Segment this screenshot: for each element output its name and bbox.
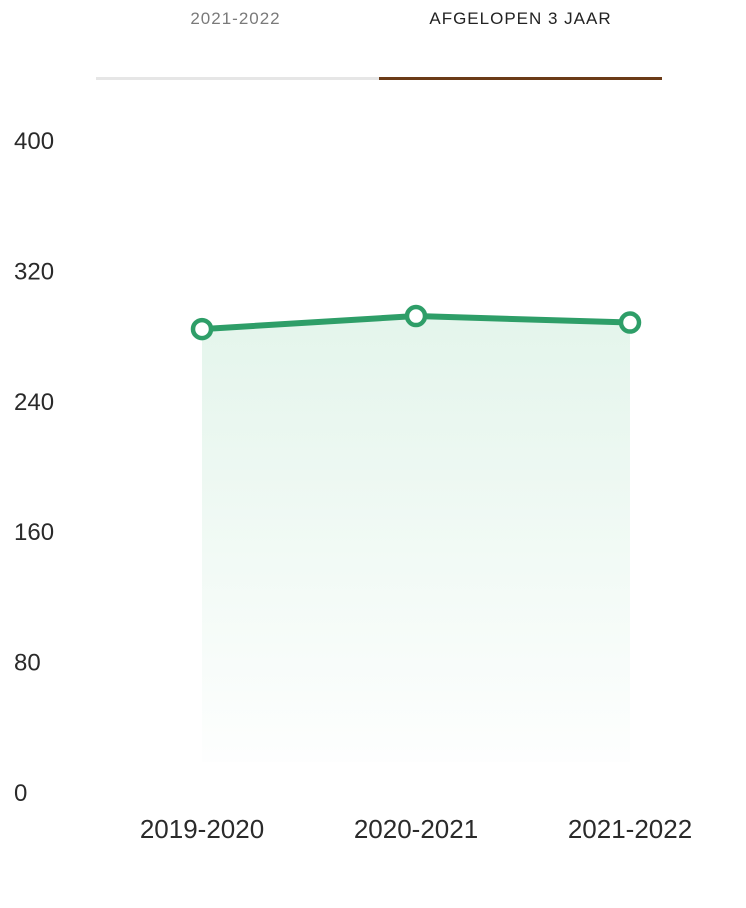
x-tick-label: 2019-2020	[140, 814, 264, 844]
data-point[interactable]	[190, 317, 214, 341]
tab-afgelopen-3-jaar[interactable]: AFGELOPEN 3 JAAR	[379, 0, 662, 82]
y-tick-label: 320	[14, 258, 54, 285]
y-tick-label: 240	[14, 389, 54, 416]
data-point[interactable]	[618, 311, 642, 334]
x-axis: 2019-2020 2020-2021 2021-2022	[140, 814, 692, 844]
y-tick-label: 400	[14, 128, 54, 155]
y-axis: 0 80 160 240 320 400	[14, 128, 54, 807]
plot-area	[190, 304, 642, 762]
tab-underline	[96, 77, 379, 80]
y-tick-label: 0	[14, 780, 27, 807]
tab-label: 2021-2022	[190, 9, 281, 28]
line-chart: 0 80 160 240 320 400 2019-2020 2020-2021 2021-2…	[14, 128, 692, 844]
tab-label: AFGELOPEN 3 JAAR	[429, 9, 612, 28]
area-fill	[202, 316, 630, 762]
y-tick-label: 160	[14, 519, 54, 546]
tab-2021-2022[interactable]: 2021-2022	[96, 0, 379, 82]
period-tabs: 2021-2022 AFGELOPEN 3 JAAR	[96, 0, 662, 82]
y-tick-label: 80	[14, 650, 41, 677]
data-point[interactable]	[404, 304, 428, 328]
x-tick-label: 2020-2021	[354, 814, 478, 844]
tab-underline-active	[379, 77, 662, 80]
x-tick-label: 2021-2022	[568, 814, 692, 844]
